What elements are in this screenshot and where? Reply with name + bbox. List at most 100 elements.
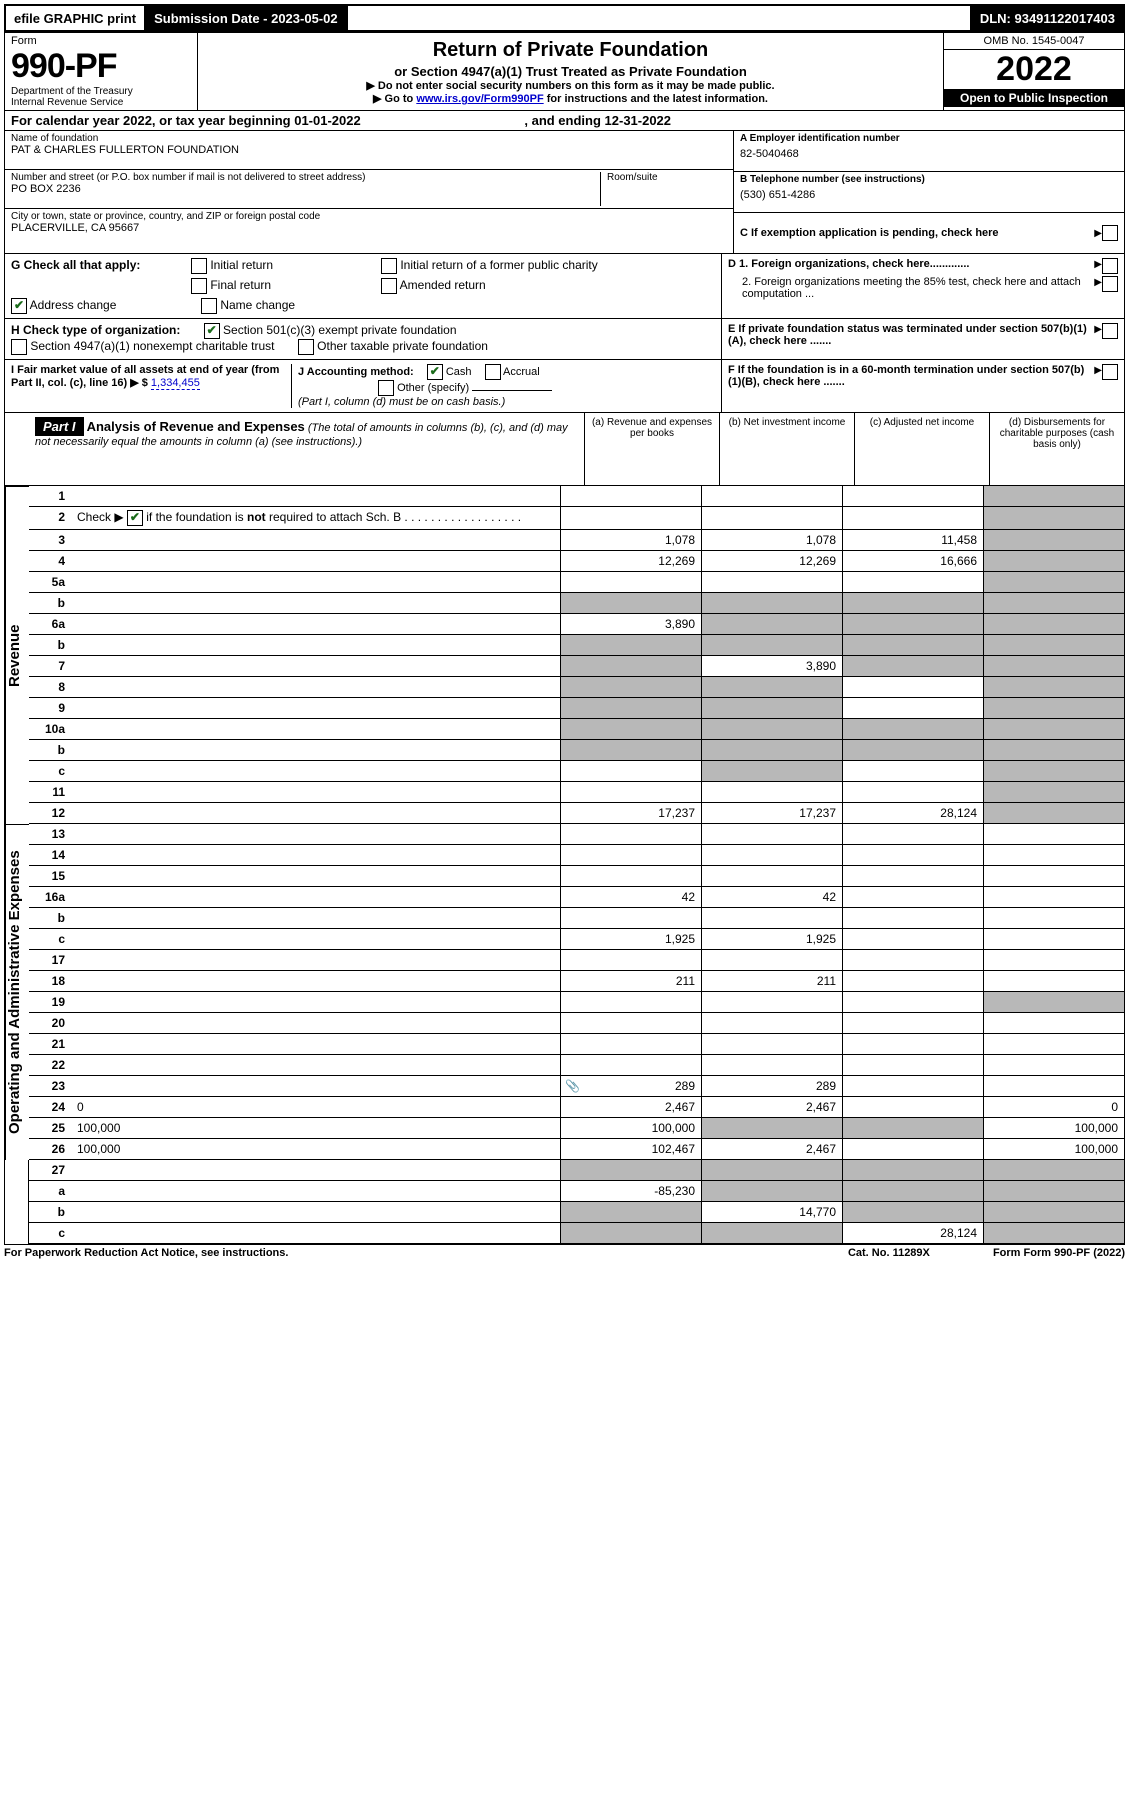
amount-cell	[702, 845, 843, 866]
table-row: 18211211	[29, 971, 1124, 992]
table-row: c	[29, 761, 1124, 782]
foreign-org-checkbox[interactable]	[1102, 258, 1118, 274]
line-description	[73, 593, 561, 614]
amount-cell: 3,890	[702, 656, 843, 677]
line-number: 21	[29, 1034, 73, 1055]
irs-label: Internal Revenue Service	[11, 97, 191, 108]
amount-cell	[561, 950, 702, 971]
initial-former-checkbox[interactable]	[381, 258, 397, 274]
sec501-checkbox[interactable]	[204, 323, 220, 339]
amount-cell	[561, 698, 702, 719]
line-number: 8	[29, 677, 73, 698]
table-row: c28,124	[29, 1223, 1124, 1244]
amount-cell	[984, 929, 1125, 950]
table-row: 10a	[29, 719, 1124, 740]
line-description	[73, 992, 561, 1013]
table-row: 27	[29, 1160, 1124, 1181]
address-change-checkbox[interactable]	[11, 298, 27, 314]
table-row: 13	[29, 824, 1124, 845]
line-description	[73, 1055, 561, 1076]
amount-cell	[561, 761, 702, 782]
line-number: 7	[29, 656, 73, 677]
line-number: 24	[29, 1097, 73, 1118]
amount-cell	[702, 1013, 843, 1034]
amount-cell	[984, 992, 1125, 1013]
line-number: 13	[29, 824, 73, 845]
status-terminated-checkbox[interactable]	[1102, 323, 1118, 339]
section-ijf: I Fair market value of all assets at end…	[5, 360, 1124, 413]
initial-return-checkbox[interactable]	[191, 258, 207, 274]
accrual-checkbox[interactable]	[485, 364, 501, 380]
form-version: Form Form 990-PF (2022)	[993, 1247, 1125, 1259]
final-return-checkbox[interactable]	[191, 278, 207, 294]
amount-cell	[984, 908, 1125, 929]
amount-cell	[702, 908, 843, 929]
other-method-checkbox[interactable]	[378, 380, 394, 396]
table-row: 25100,000100,000100,000	[29, 1118, 1124, 1139]
amount-cell	[702, 1160, 843, 1181]
irs-link[interactable]: www.irs.gov/Form990PF	[416, 93, 543, 105]
attachment-icon[interactable]: 📎	[565, 1079, 580, 1093]
city-state-zip: PLACERVILLE, CA 95667	[11, 222, 727, 234]
table-row: 20	[29, 1013, 1124, 1034]
section-i: I Fair market value of all assets at end…	[11, 364, 291, 408]
amount-cell: 102,467	[561, 1139, 702, 1160]
amended-return-checkbox[interactable]	[381, 278, 397, 294]
table-row: 16a4242	[29, 887, 1124, 908]
amount-cell	[843, 929, 984, 950]
room-suite-label: Room/suite	[607, 172, 727, 183]
amount-cell	[702, 1181, 843, 1202]
line-description	[73, 677, 561, 698]
sch-b-checkbox[interactable]	[127, 510, 143, 526]
amount-cell: 211	[561, 971, 702, 992]
top-bar: efile GRAPHIC print Submission Date - 20…	[4, 4, 1125, 32]
amount-cell	[561, 507, 702, 530]
calendar-year-row: For calendar year 2022, or tax year begi…	[5, 110, 1124, 131]
amount-cell	[984, 698, 1125, 719]
fmv-link[interactable]: 1,334,455	[151, 377, 200, 390]
table-row: 26100,000102,4672,467100,000	[29, 1139, 1124, 1160]
foundation-name-box: Name of foundation PAT & CHARLES FULLERT…	[5, 131, 733, 170]
amount-cell	[561, 719, 702, 740]
amount-cell: 11,458	[843, 530, 984, 551]
amount-cell	[702, 866, 843, 887]
submission-date: Submission Date - 2023-05-02	[146, 6, 348, 30]
line-description	[73, 824, 561, 845]
amount-cell	[843, 992, 984, 1013]
part1-title: Part I Analysis of Revenue and Expenses …	[29, 413, 584, 485]
foreign-85-checkbox[interactable]	[1102, 276, 1118, 292]
amount-cell	[702, 1055, 843, 1076]
amount-cell	[702, 992, 843, 1013]
amount-cell	[843, 1013, 984, 1034]
amount-cell	[843, 1034, 984, 1055]
line-description: 0	[73, 1097, 561, 1118]
street-address: PO BOX 2236	[11, 183, 600, 195]
phone-value: (530) 651-4286	[740, 185, 1118, 201]
line-number: 2	[29, 507, 73, 530]
section-d: D 1. Foreign organizations, check here..…	[721, 254, 1124, 318]
other-taxable-checkbox[interactable]	[298, 339, 314, 355]
name-change-checkbox[interactable]	[201, 298, 217, 314]
amount-cell: 2,467	[702, 1097, 843, 1118]
exemption-checkbox[interactable]	[1102, 225, 1118, 241]
line-number: 1	[29, 486, 73, 507]
efile-print[interactable]: efile GRAPHIC print	[6, 6, 146, 30]
dept-treasury: Department of the Treasury	[11, 86, 191, 97]
line-number: b	[29, 593, 73, 614]
amount-cell: 1,925	[702, 929, 843, 950]
amount-cell	[984, 1160, 1125, 1181]
sec4947-checkbox[interactable]	[11, 339, 27, 355]
amount-cell	[843, 1139, 984, 1160]
amount-cell: 0	[984, 1097, 1125, 1118]
amount-cell: 17,237	[702, 803, 843, 824]
table-row: 412,26912,26916,666	[29, 551, 1124, 572]
section-e: E If private foundation status was termi…	[721, 319, 1124, 359]
line-description	[73, 1181, 561, 1202]
60month-checkbox[interactable]	[1102, 364, 1118, 380]
amount-cell: 289	[702, 1076, 843, 1097]
amount-cell	[843, 782, 984, 803]
cash-checkbox[interactable]	[427, 364, 443, 380]
form-year-block: OMB No. 1545-0047 2022 Open to Public In…	[943, 33, 1124, 110]
amount-cell	[984, 1181, 1125, 1202]
line-description	[73, 551, 561, 572]
